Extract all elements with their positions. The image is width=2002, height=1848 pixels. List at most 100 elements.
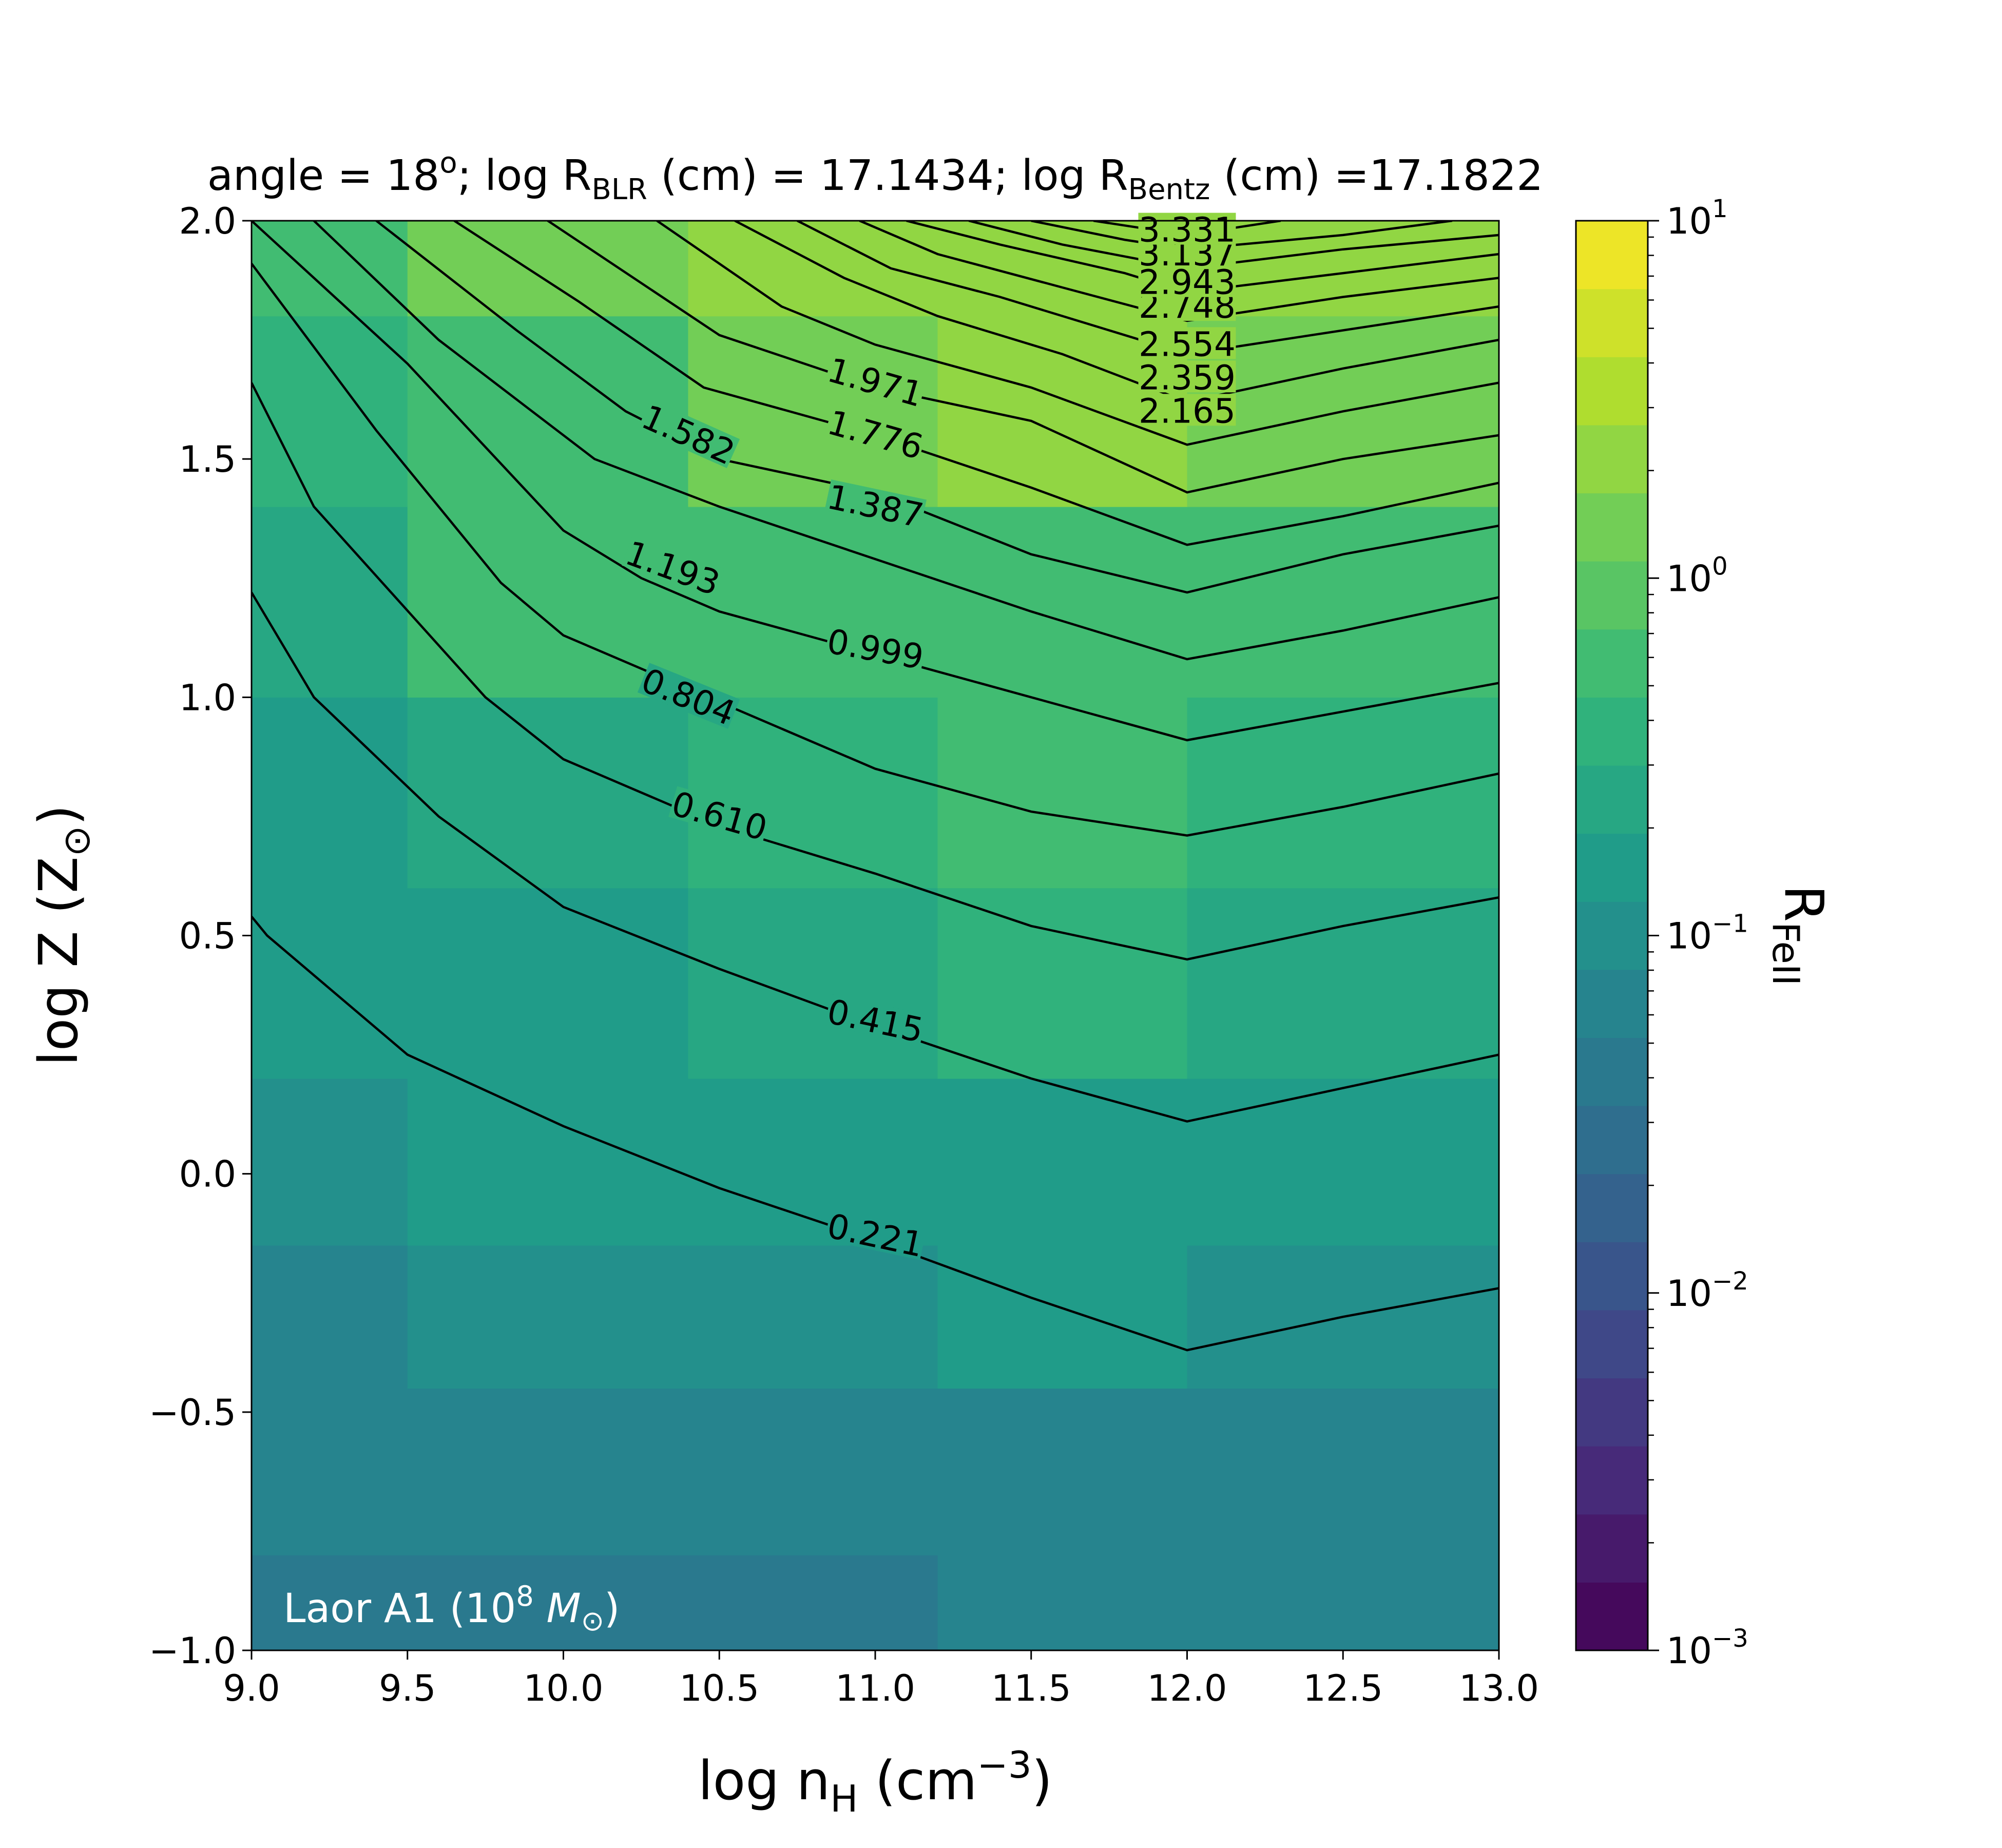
heatmap-cell [1187,697,1406,889]
colorbar-segment [1576,1378,1648,1447]
contour-label-group: 3.331 [1138,210,1236,250]
colorbar-tick-label: 101 [1666,195,1728,242]
contour-label-gap [824,624,927,672]
contour-label-group: 2.943 [1138,263,1236,302]
heatmap-cell [252,1245,408,1389]
heatmap-cell [407,888,689,1079]
colorbar-tick-label: 10−2 [1666,1267,1748,1315]
heatmap-cell [252,1079,408,1246]
contour-label-gap [668,786,771,844]
heatmap-cell [252,507,408,698]
contour-label-gap [824,352,927,410]
chart-title: angle = 18o; log RBLR (cm) = 17.1434; lo… [207,146,1544,206]
heatmap-cell [1187,1079,1406,1246]
contour-label: 2.943 [1139,263,1236,302]
heatmap-cell [407,507,689,698]
contour-line [252,591,1499,1123]
colorbar-segment [1576,288,1648,357]
y-axis-label: log Z (Z⊙) [27,805,98,1066]
heatmap-cell [937,1245,1188,1389]
contour-labels: 0.2210.4150.6100.8040.9991.1931.3871.582… [620,210,1236,1265]
colorbar-segment [1576,1514,1648,1583]
y-axis: −1.0 −0.5 0.0 0.5 1.0 1.5 2.0 [149,200,252,1672]
colorbar-segment [1576,901,1648,970]
contour-label-gap [1138,213,1236,245]
colorbar-segment [1576,1582,1648,1651]
contour-line [313,221,1499,661]
heatmap-cell [688,1555,938,1650]
contour-line [453,221,1499,546]
heatmap-cell [252,1388,408,1555]
contour-label: 2.554 [1139,324,1236,364]
heatmap-cell [1405,888,1499,1079]
contour-label: 2.165 [1139,391,1236,431]
contour-line [797,221,1499,356]
heatmap-cell [1405,1555,1499,1650]
colorbar-segment [1576,1173,1648,1242]
contour-label: 3.331 [1139,210,1236,250]
contour-label-gap [824,1208,927,1260]
colorbar-segment [1576,357,1648,426]
colorbar-cells [1576,221,1648,1651]
heatmap-cell [1187,507,1406,698]
heatmap-cell [1187,1555,1406,1650]
heatmap-cell [688,697,938,889]
model-annotation: Laor A1 (108 M⊙) [283,1580,620,1637]
x-axis-label: log nH (cm−3) [698,1743,1053,1820]
heatmap-cell [1405,1079,1499,1246]
contour-line [252,221,1499,742]
heatmap-cell [407,1555,689,1650]
contour-label-gap [1138,265,1236,297]
y-tick-label: 1.0 [179,677,236,719]
contour-label-gap [622,535,725,599]
x-tick-label: 10.0 [524,1667,604,1709]
contour-label-gap [637,663,740,729]
colorbar-segment [1576,765,1648,834]
y-tick-label: −1.0 [149,1630,236,1672]
heatmap-cell [1405,507,1499,698]
heatmap-cell [1405,1245,1499,1389]
contour-line [252,915,1499,1352]
colorbar-segment [1576,629,1648,698]
colorbar-label: RFeII [1764,885,1835,986]
heatmap-cell [252,316,408,507]
x-tick-label: 11.5 [991,1667,1071,1709]
heatmap-cell [252,697,408,889]
contour-line [252,263,1499,837]
y-tick-label: 1.5 [179,438,236,480]
heatmap-cell [407,221,689,317]
heatmap-cell [937,1079,1188,1246]
heatmap-cell [252,888,408,1079]
heatmap-cell [688,316,938,507]
contour-line [547,221,1499,494]
contour-label-gap [638,399,740,468]
y-tick-label: 2.0 [179,200,236,242]
heatmap-cell [1187,888,1406,1079]
x-tick-label: 12.5 [1303,1667,1383,1709]
x-tick-label: 11.0 [835,1667,915,1709]
contour-label-group: 2.359 [1138,358,1236,397]
heatmap-cell [937,507,1188,698]
contour-label-group: 2.165 [1138,391,1236,431]
contour-line [734,221,1499,403]
colorbar-segment [1576,969,1648,1038]
contour-line [859,221,1499,322]
heatmap-cell [407,697,689,889]
heatmap-cell [937,697,1188,889]
contour-label-gap [824,479,927,531]
colorbar-segment [1576,1037,1648,1106]
colorbar-tick-label: 10−3 [1666,1624,1748,1672]
y-tick-label: 0.5 [179,915,236,957]
x-tick-label: 13.0 [1459,1667,1539,1709]
contour-label: 2.359 [1139,358,1236,397]
heatmap-cell [407,1079,689,1246]
contour-label-gap [824,405,927,463]
contour-label-gap [1138,360,1236,393]
heatmap-cell [407,316,689,507]
heatmap-cell [688,1388,938,1555]
heatmap-cell [688,1245,938,1389]
heatmap-cell [407,1245,689,1389]
colorbar-segment [1576,493,1648,562]
colorbar-segment [1576,1310,1648,1379]
